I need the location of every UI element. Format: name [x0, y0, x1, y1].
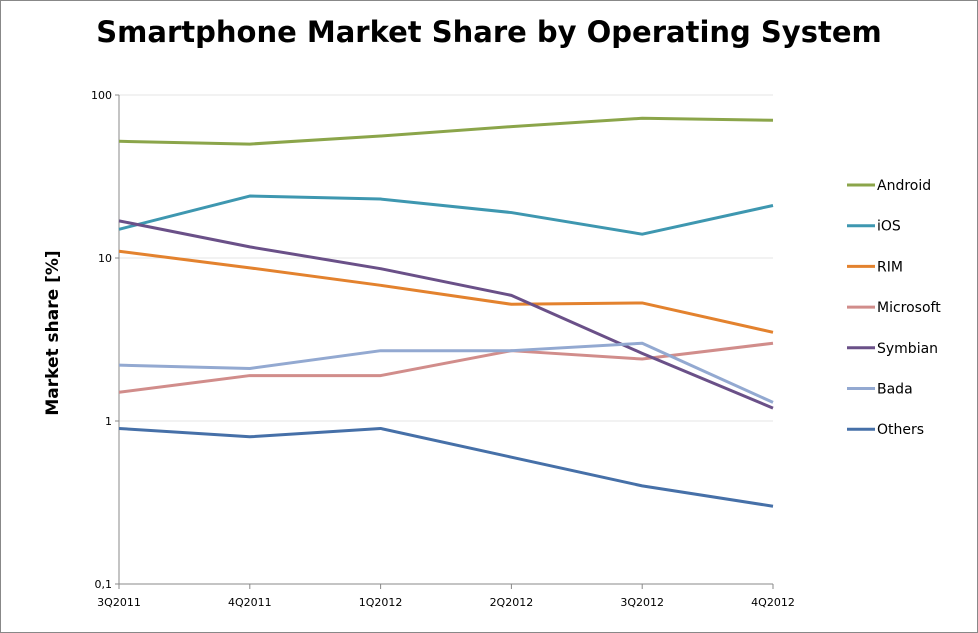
legend-label-android: Android — [877, 178, 931, 194]
y-tick-label: 100 — [91, 89, 112, 102]
series-line-symbian — [118, 219, 774, 410]
legend-label-others: Others — [877, 422, 924, 438]
series-line-ios — [118, 194, 774, 236]
x-tick-label: 3Q2012 — [620, 596, 664, 609]
y-tick-label: 1 — [105, 415, 112, 428]
legend-label-microsoft: Microsoft — [877, 300, 941, 316]
x-tick-label: 1Q2012 — [359, 596, 403, 609]
legend-label-ios: iOS — [877, 219, 901, 235]
series-line-rim — [118, 249, 774, 334]
y-tick-label: 0,1 — [95, 578, 113, 591]
series-line-android — [118, 116, 774, 146]
x-tick-label: 2Q2012 — [490, 596, 534, 609]
x-tick-label: 4Q2011 — [228, 596, 272, 609]
legend-label-rim: RIM — [877, 259, 903, 275]
y-tick-label: 10 — [98, 252, 112, 265]
legend-label-symbian: Symbian — [877, 341, 938, 357]
series-line-others — [118, 426, 774, 508]
series-line-microsoft — [118, 341, 774, 394]
x-tick-label: 4Q2012 — [751, 596, 795, 609]
legend-label-bada: Bada — [877, 382, 913, 398]
series-line-bada — [118, 341, 774, 404]
x-tick-label: 3Q2011 — [97, 596, 141, 609]
chart-title: Smartphone Market Share by Operating Sys… — [96, 15, 882, 49]
